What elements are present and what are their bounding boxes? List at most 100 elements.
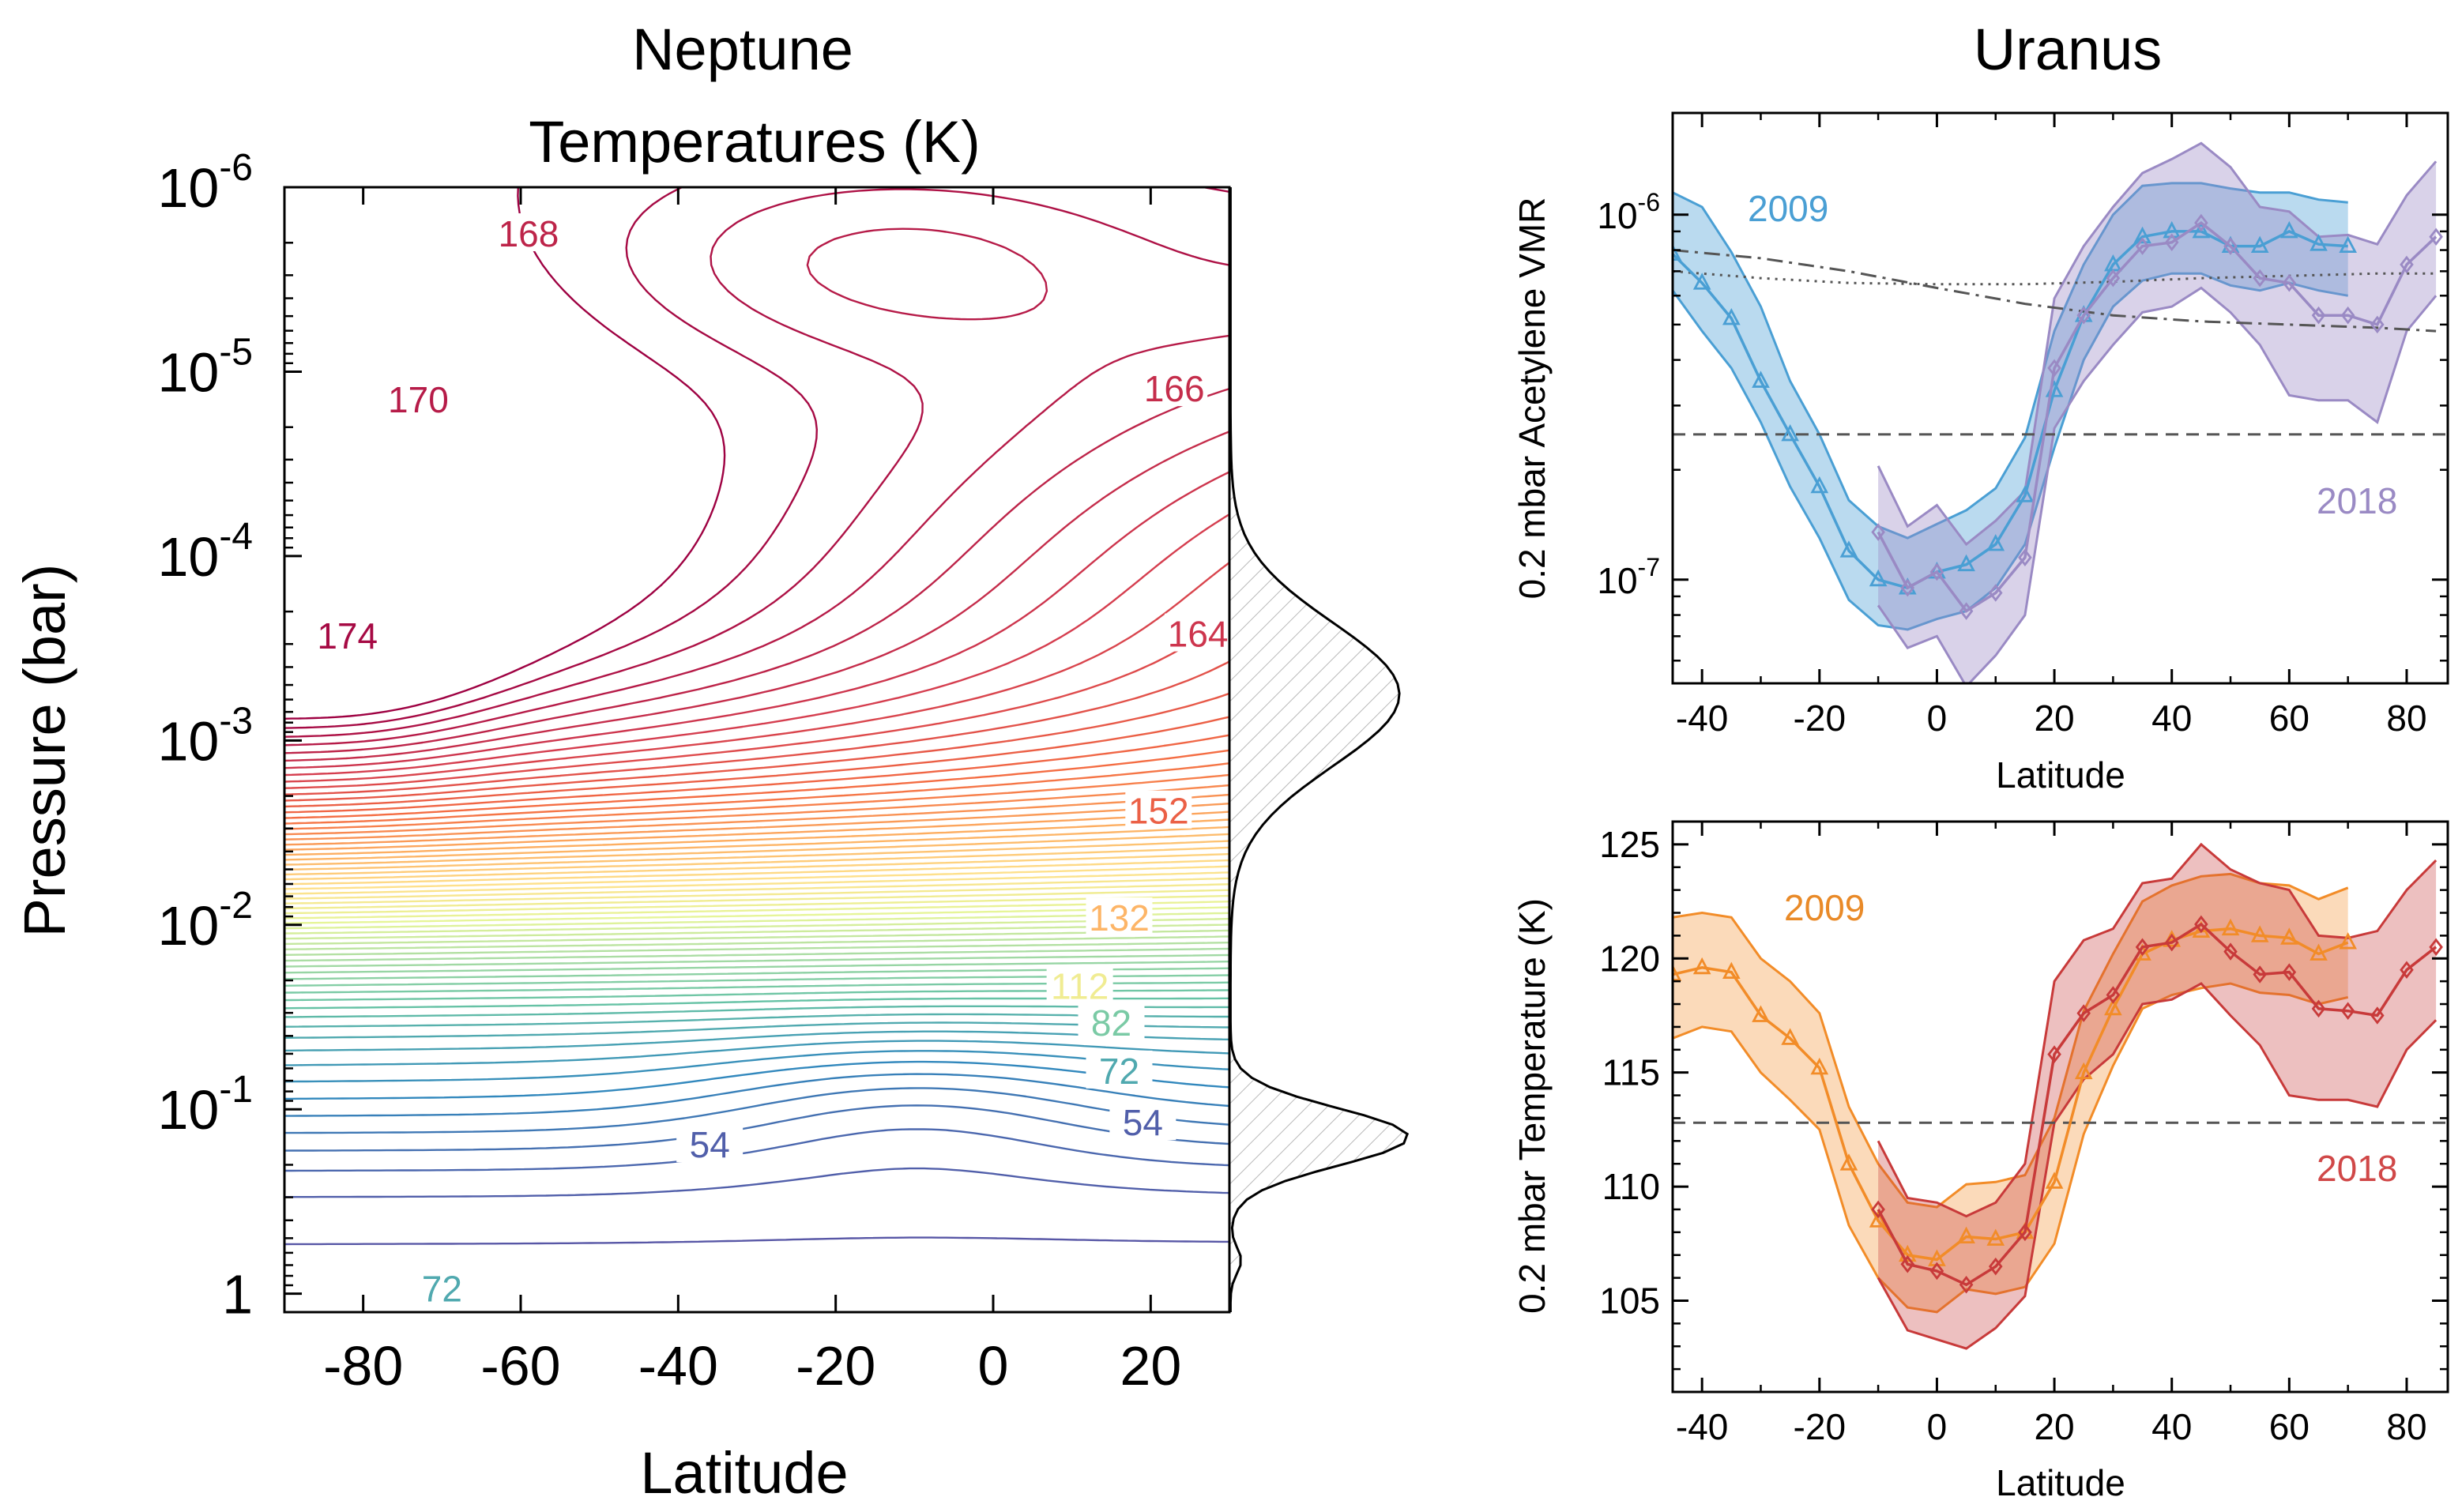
series-2018-lower: [1877, 982, 2438, 1350]
contour-label: 170: [388, 379, 449, 420]
y-tick-exp: -1: [219, 1069, 253, 1111]
x-tick-label: 40: [2151, 1406, 2192, 1447]
contour-label-bg: [1165, 613, 1232, 652]
contour-label-bg: [385, 379, 452, 418]
x-tick-label: 80: [2386, 698, 2426, 739]
marker-2009: [2250, 925, 2269, 942]
contour-label-bg: [1086, 1050, 1153, 1089]
contour-label-bg: [1109, 1102, 1176, 1141]
marker-2009: [2339, 235, 2357, 254]
series-2009-upper: [1673, 872, 2349, 1209]
contour-line-168K: [284, 387, 1229, 754]
reference-dotted: [1673, 269, 2437, 286]
marker-2018: [1988, 1257, 2003, 1276]
marker-2018: [2370, 315, 2385, 334]
marker-2018: [2164, 933, 2179, 952]
x-tick-label: -40: [638, 1335, 718, 1397]
contour-label: 82: [1091, 1002, 1131, 1044]
marker-2018: [2429, 228, 2443, 246]
marker-2009: [1752, 370, 1770, 388]
contour-label: 168: [499, 213, 559, 254]
contour-label: 174: [317, 615, 378, 656]
contour-line-118K: [284, 871, 1229, 895]
contour-line-174K: [284, 187, 1229, 729]
y-tick-exp: -6: [219, 147, 253, 189]
marker-2018: [1871, 523, 1885, 541]
contour-label-bg: [1125, 790, 1192, 829]
contour-line-116K: [284, 877, 1229, 900]
x-tick-label: -20: [1794, 1406, 1846, 1447]
y-tick-label: 10-6: [1597, 188, 1660, 236]
marker-2009: [1869, 1210, 1888, 1228]
y-tick-base: 10: [157, 895, 219, 957]
marker-2009: [2339, 932, 2357, 950]
y-tick-label: 125: [1599, 824, 1660, 865]
marker-2018: [2047, 1045, 2061, 1063]
contour-line-58K: [284, 1104, 1229, 1152]
y-tick-exp: -7: [1638, 553, 1660, 581]
series-2009-lower: [1673, 272, 2348, 631]
contour-label: 166: [1144, 368, 1205, 409]
contour-line-96K: [284, 935, 1229, 950]
contour-line-152K: [284, 716, 1229, 808]
contour-label-bg: [1141, 368, 1208, 407]
marker-2009: [1986, 534, 2005, 551]
contour-line-154K: [284, 692, 1229, 802]
marker-2009: [1839, 1153, 1858, 1171]
marker-2018: [1929, 1262, 1944, 1281]
marker-2018: [2340, 1002, 2355, 1020]
marker-2018: [2282, 963, 2297, 981]
contour-line-148K: [284, 749, 1229, 819]
contour-line-128K: [284, 840, 1229, 871]
temperature-legend-2009: 2009: [1784, 887, 1865, 928]
contour-line-92K: [284, 947, 1229, 962]
marker-2009: [2133, 226, 2151, 244]
marker-2018: [2135, 938, 2150, 957]
y-tick-label: 10-4: [157, 516, 253, 588]
contour-label-bg: [495, 213, 562, 252]
contour-line-68K: [284, 1040, 1229, 1066]
marker-2018: [2018, 1223, 2032, 1242]
marker-2018: [2018, 548, 2032, 567]
x-tick-label: 60: [2269, 1406, 2310, 1447]
contour-line-52K: [284, 1236, 1229, 1246]
acetylene-y-axis-label: 0.2 mbar Acetylene VMR: [1511, 197, 1553, 600]
marker-2009: [1898, 1244, 1917, 1262]
marker-2018: [2370, 1006, 2385, 1025]
y-tick-exp: -4: [219, 516, 253, 558]
contour-line-146K: [284, 762, 1229, 825]
marker-2018: [2400, 961, 2414, 980]
marker-2018: [1988, 584, 2003, 602]
series-2009-band: [1673, 874, 2348, 1312]
marker-2018: [2135, 237, 2150, 255]
contour-label-bg: [676, 1124, 743, 1163]
marker-2018: [1959, 602, 1974, 620]
series-2009-band: [1673, 182, 2348, 630]
y-tick-base: 10: [157, 157, 219, 219]
y-tick-label: 10-6: [157, 147, 253, 219]
marker-2018: [2194, 915, 2208, 934]
marker-2009: [1722, 308, 1741, 325]
marker-2009: [2104, 998, 2122, 1016]
marker-2009: [1722, 961, 1741, 980]
marker-2009: [1986, 1228, 2005, 1246]
marker-2018: [2106, 269, 2121, 288]
marker-2009: [1810, 476, 1829, 494]
y-tick-label: 10-2: [157, 885, 253, 957]
marker-2009: [2280, 927, 2298, 945]
contour-line-54K: [284, 1167, 1229, 1198]
acetylene-x-axis-label: Latitude: [1996, 754, 2125, 795]
neptune-title: Neptune: [632, 17, 853, 82]
y-tick-exp: -5: [219, 331, 253, 373]
x-tick-label: 20: [1120, 1335, 1181, 1397]
uranus-title: Uranus: [1974, 17, 2163, 82]
contour-line-176K: [284, 187, 726, 720]
marker-2018: [2164, 233, 2179, 252]
contour-label: 152: [1128, 791, 1189, 832]
contour-line-136K: [284, 811, 1229, 851]
contour-line-90K: [284, 953, 1229, 968]
x-tick-label: -20: [796, 1335, 875, 1397]
marker-2009: [1839, 540, 1858, 558]
